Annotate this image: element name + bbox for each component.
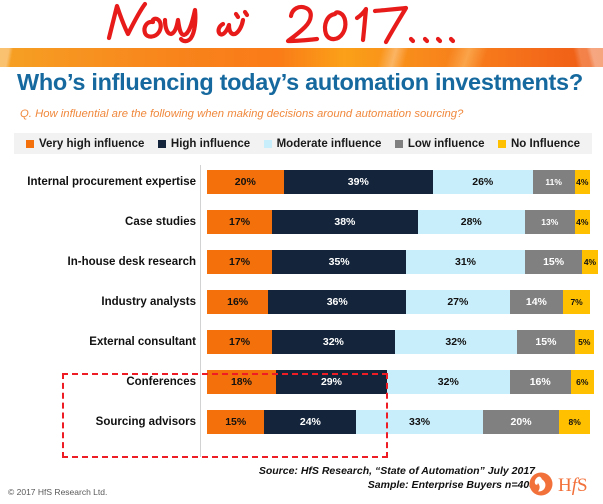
legend-swatch-icon <box>497 139 506 148</box>
bar-segment: 17% <box>207 250 273 274</box>
bar-segment: 27% <box>406 290 510 314</box>
bar-segment: 33% <box>356 410 483 434</box>
legend-item-1: High influence <box>157 137 251 150</box>
bar-segment: 8% <box>559 410 590 434</box>
stacked-bar: 18% 29% 32% 16% 6% <box>207 370 594 394</box>
stacked-bar: 17% 35% 31% 15% 4% <box>207 250 598 274</box>
logo-wordmark: HfS <box>558 475 588 496</box>
bar-segment: 13% <box>524 210 575 234</box>
page-title: Who’s influencing today’s automation inv… <box>17 69 583 95</box>
source-line-1: Source: HfS Research, “State of Automati… <box>258 465 535 477</box>
legend-item-label: No Influence <box>510 137 580 150</box>
chart-row: Conferences 18% 29% 32% 16% 6% <box>0 370 603 394</box>
category-label: In-house desk research <box>67 256 196 268</box>
source-line-2: Sample: Enterprise Buyers n=400 <box>367 479 535 491</box>
bar-segment: 11% <box>532 170 575 194</box>
legend-item-label: Very high influence <box>39 137 145 150</box>
chart-row: In-house desk research 17% 35% 31% 15% 4% <box>0 250 603 274</box>
bar-segment: 15% <box>207 410 265 434</box>
bar-segment: 20% <box>207 170 284 194</box>
bar-segment: 32% <box>387 370 510 394</box>
category-label: Case studies <box>125 216 196 228</box>
bar-segment: 14% <box>509 290 564 314</box>
bar-segment: 5% <box>574 330 594 354</box>
legend-item-0: Very high influence <box>26 138 144 150</box>
chart-row: Case studies 17% 38% 28% 13% 4% <box>0 210 603 234</box>
bar-segment: 36% <box>268 290 407 314</box>
bar-segment: 24% <box>264 410 357 434</box>
chart-row: Industry analysts 16% 36% 27% 14% 7% <box>0 290 603 314</box>
dashed-highlight-box <box>62 373 388 458</box>
orange-header-band <box>0 48 603 67</box>
copyright-text: © 2017 HfS Research Ltd. <box>8 487 108 497</box>
logo-horse-glyph <box>534 476 546 492</box>
legend-swatch-icon <box>394 139 403 148</box>
bar-segment: 17% <box>207 210 273 234</box>
legend-item-label: Low influence <box>407 137 485 150</box>
category-label: Conferences <box>126 376 196 388</box>
bar-segment: 7% <box>563 290 590 314</box>
question-text: Q. How influential are the following whe… <box>20 108 464 120</box>
category-axis-line <box>200 165 201 457</box>
stacked-bar: 17% 38% 28% 13% 4% <box>207 210 590 234</box>
bar-segment: 20% <box>482 410 560 434</box>
band-streak-b <box>380 48 603 67</box>
band-streak-a <box>300 48 500 67</box>
bar-segment: 4% <box>574 170 590 194</box>
stacked-bar-chart: Internal procurement expertise 20% 39% 26% 1… <box>0 160 603 460</box>
bar-segment: 16% <box>509 370 571 394</box>
legend-item-4: No Influence <box>497 137 580 150</box>
chart-legend: Very high influence High influence Moderat… <box>14 133 592 154</box>
bar-segment: 39% <box>283 170 433 194</box>
stacked-bar: 15% 24% 33% 20% 8% <box>207 410 590 434</box>
category-label: External consultant <box>89 336 196 348</box>
bar-segment: 32% <box>272 330 395 354</box>
stacked-bar: 17% 32% 32% 15% 5% <box>207 330 594 354</box>
bar-segment: 38% <box>272 210 418 234</box>
category-label: Industry analysts <box>101 296 196 308</box>
handwritten-now-in-2017-text <box>106 1 456 45</box>
bar-segment: 16% <box>207 290 269 314</box>
bar-segment: 15% <box>524 250 583 274</box>
legend-swatch-icon <box>26 139 34 148</box>
handwriting-annotation-area <box>0 0 603 48</box>
stacked-bar: 20% 39% 26% 11% 4% <box>207 170 590 194</box>
bar-segment: 17% <box>207 330 273 354</box>
legend-swatch-icon <box>157 139 166 148</box>
category-label: Sourcing advisors <box>95 416 196 428</box>
bar-segment: 6% <box>570 370 594 394</box>
bar-segment: 32% <box>394 330 518 354</box>
bar-segment: 26% <box>432 170 533 194</box>
hfs-logo: HfS <box>529 472 588 496</box>
chart-row: External consultant 17% 32% 32% 15% 5% <box>0 330 603 354</box>
legend-swatch-icon <box>263 139 272 148</box>
chart-row: Internal procurement expertise 20% 39% 26% 1… <box>0 170 603 194</box>
legend-item-label: High influence <box>170 137 251 150</box>
bar-segment: 35% <box>272 250 407 274</box>
legend-item-2: Moderate influence <box>263 137 382 150</box>
bar-segment: 15% <box>517 330 575 354</box>
bar-segment: 28% <box>417 210 525 234</box>
source-note: Source: HfS Research, “State of Automati… <box>259 464 535 492</box>
legend-item-3: Low influence <box>394 137 485 150</box>
stacked-bar: 16% 36% 27% 14% 7% <box>207 290 590 314</box>
chart-row: Sourcing advisors 15% 24% 33% 20% 8% <box>0 410 603 434</box>
category-label: Internal procurement expertise <box>27 176 196 188</box>
bar-segment: 31% <box>406 250 525 274</box>
bar-segment: 4% <box>574 210 590 234</box>
legend-item-label: Moderate influence <box>276 137 382 150</box>
bar-segment: 4% <box>582 250 598 274</box>
